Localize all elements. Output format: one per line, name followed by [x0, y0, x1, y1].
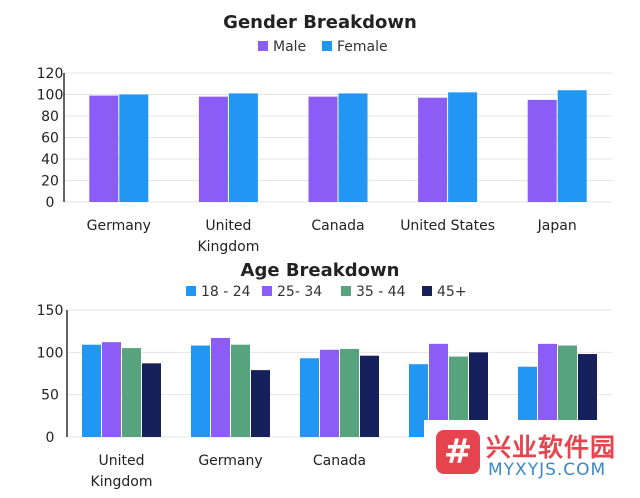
x-category-label: Kingdom [197, 239, 259, 255]
bar-25-34 [102, 342, 121, 437]
bar-male [308, 96, 338, 202]
bar-18-24 [409, 364, 428, 437]
y-tick-label: 100 [37, 345, 64, 361]
bar-25-34 [320, 349, 339, 437]
x-category-label: Canada [311, 218, 364, 234]
y-tick-label: 50 [41, 388, 59, 404]
legend-label: 25- 34 [277, 284, 322, 300]
x-category-label: United [205, 218, 251, 234]
legend-swatch [262, 286, 272, 296]
legend-label: Female [337, 39, 388, 55]
watermark-subtitle: MYXYJS.COM [488, 460, 607, 480]
y-tick-label: 0 [46, 195, 55, 211]
bar-18-24 [300, 358, 319, 437]
legend-label: 18 - 24 [201, 284, 251, 300]
bar-18-24 [82, 344, 101, 437]
legend-swatch [258, 41, 268, 51]
bar-female [557, 90, 587, 202]
legend: Male Female [258, 39, 388, 55]
y-tick-label: 120 [37, 66, 64, 82]
legend-label: 45+ [437, 284, 467, 300]
bar-male [527, 99, 557, 202]
watermark-logo-icon: # [436, 430, 480, 474]
legend-label: Male [273, 39, 306, 55]
legend-swatch [422, 286, 432, 296]
x-category-label: Japan [537, 218, 577, 234]
bar-35-44 [231, 344, 250, 437]
bar-18-24 [191, 345, 210, 437]
y-tick-label: 60 [41, 131, 59, 147]
x-category-label: Kingdom [91, 474, 153, 490]
bar-35-44 [558, 345, 577, 437]
bar-45+ [360, 355, 379, 437]
watermark-title: 兴业软件园 [486, 433, 617, 462]
legend-swatch [186, 286, 196, 296]
bar-35-44 [449, 356, 468, 437]
watermark: # 兴业软件园 MYXYJS.COM [424, 420, 640, 498]
bar-male [198, 96, 228, 202]
bar-45+ [578, 354, 597, 437]
bar-male [89, 95, 119, 202]
x-category-label: United States [400, 218, 495, 234]
bar-35-44 [122, 348, 141, 437]
x-category-label: Germany [87, 218, 151, 234]
x-category-label: Germany [198, 453, 262, 469]
y-tick-label: 20 [41, 174, 59, 190]
legend-label: 35 - 44 [356, 284, 406, 300]
y-tick-label: 80 [41, 109, 59, 125]
y-tick-label: 100 [37, 88, 64, 104]
legend: 18 - 24 25- 34 35 - 44 45+ [186, 284, 467, 300]
y-tick-label: 150 [37, 303, 64, 319]
bar-female [448, 92, 478, 202]
bar-45+ [251, 370, 270, 437]
chart-1: Gender Breakdown Male Female 0 20 40 60 80 100 12… [37, 12, 612, 255]
chart-title: Age Breakdown [241, 260, 400, 281]
y-tick-label: 0 [46, 430, 55, 446]
bar-female [119, 94, 149, 202]
x-category-label: United [99, 453, 145, 469]
x-category-label: Canada [313, 453, 366, 469]
bar-35-44 [340, 348, 359, 437]
legend-swatch [341, 286, 351, 296]
legend-swatch [322, 41, 332, 51]
bar-18-24 [518, 366, 537, 437]
bar-25-34 [538, 343, 557, 437]
bar-25-34 [211, 337, 230, 437]
bar-45+ [142, 363, 161, 437]
bar-45+ [469, 352, 488, 437]
bar-25-34 [429, 343, 448, 437]
y-tick-label: 40 [41, 152, 59, 168]
bar-female [228, 93, 258, 202]
chart-title: Gender Breakdown [223, 12, 417, 33]
bar-female [338, 93, 368, 202]
bar-male [418, 97, 448, 202]
